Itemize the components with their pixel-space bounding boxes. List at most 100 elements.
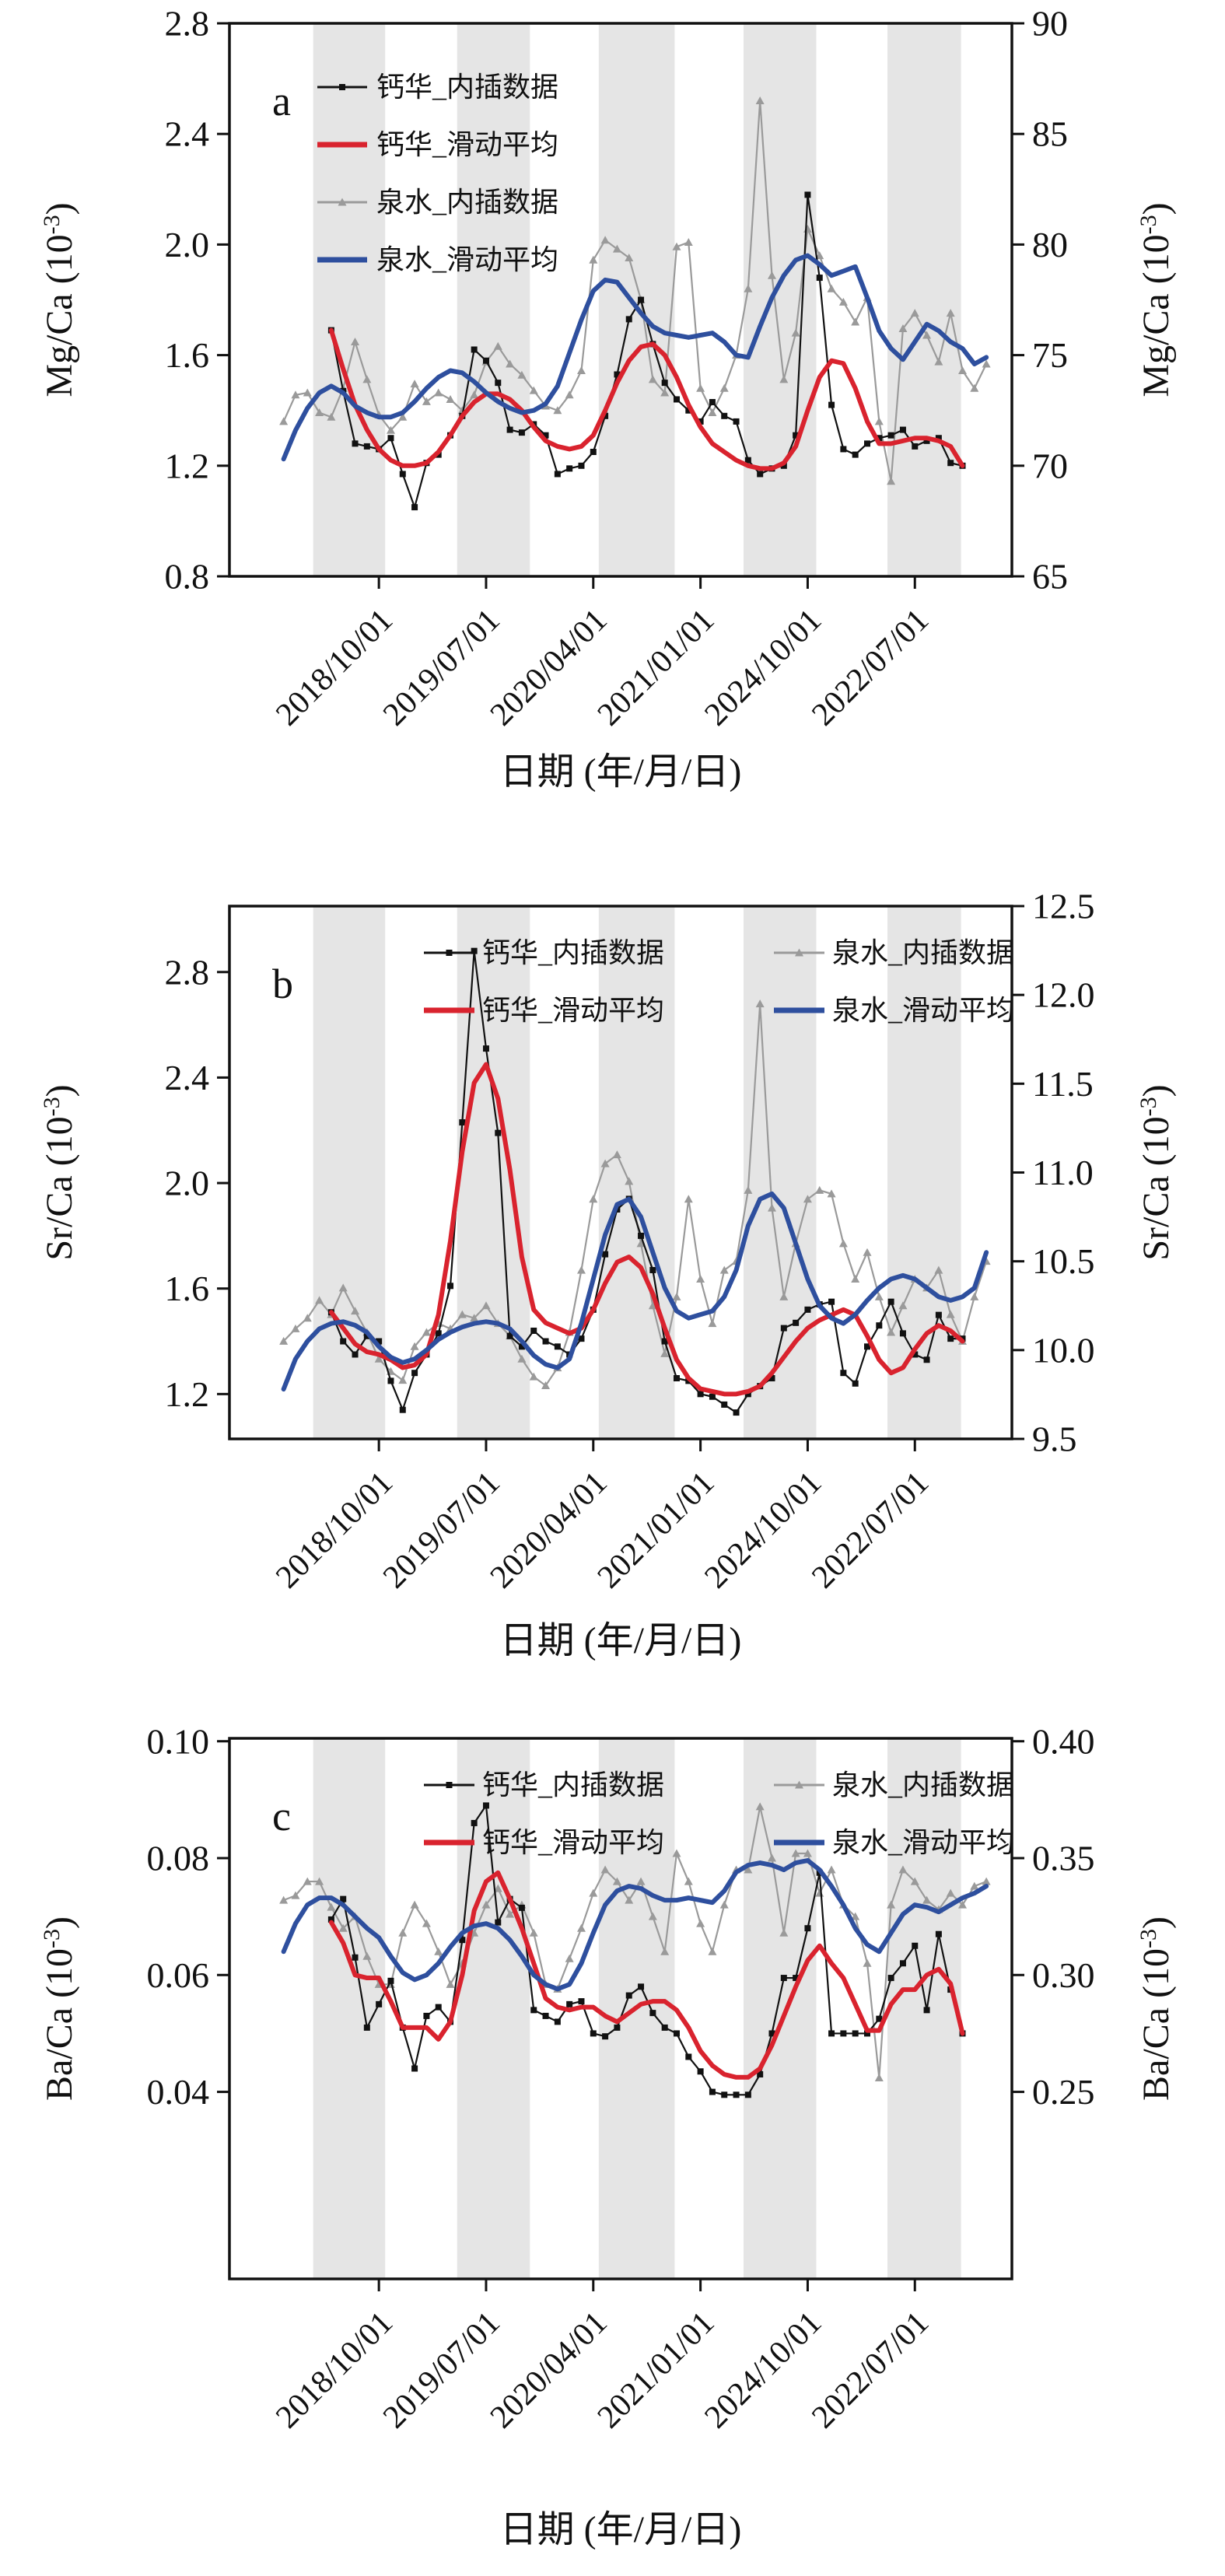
x-tick-label-group: 2024/10/01 [698,2305,828,2435]
y-tick-label-left: 0.06 [147,1955,210,1995]
square-marker [804,191,811,198]
square-marker [638,1232,645,1239]
square-marker [685,407,692,414]
triangle-marker [779,375,789,383]
square-marker [709,1393,716,1400]
triangle-marker [684,1877,693,1885]
y-tick-label-left: 1.2 [165,1374,210,1414]
square-marker [530,1327,537,1334]
square-marker [518,1904,525,1911]
triangle-marker [803,1849,812,1857]
square-marker [804,1306,811,1313]
y-tick-label-right: 90 [1032,4,1068,44]
triangle-marker [434,1947,443,1955]
y-tick-label-right: 0.25 [1032,2072,1095,2112]
square-marker [912,1351,919,1358]
x-tick-label-group: 2022/07/01 [805,1465,936,1595]
y-tick-label-left: 0.04 [147,2072,210,2112]
triangle-marker [934,1265,943,1274]
triangle-marker [279,1336,289,1345]
triangle-marker [755,1802,765,1811]
square-marker [387,1377,394,1384]
legend-label: 钙华_内插数据 [482,937,664,968]
square-marker [887,432,894,439]
legend-label: 钙华_内插数据 [482,1769,664,1801]
square-marker [340,1895,347,1902]
square-marker [578,462,585,469]
y-tick-label-left: 1.6 [165,1269,210,1308]
x-tick-label-group: 2018/10/01 [269,2305,400,2435]
right-axis-title: Sr/Ca (10-3) [1136,1084,1177,1260]
y-tick-label-right: 9.5 [1032,1419,1077,1459]
triangle-marker [470,390,479,399]
square-marker [721,2091,728,2098]
square-marker [793,1319,800,1326]
square-marker [912,443,919,450]
y-tick-label-left: 0.8 [165,557,210,597]
square-marker [721,412,728,419]
x-tick-label-group: 2020/04/01 [484,1465,614,1595]
triangle-marker [982,359,991,368]
square-marker [530,2007,537,2014]
y-tick-label-left: 2.0 [165,1164,210,1203]
triangle-marker [791,1849,800,1857]
triangle-marker [922,331,932,339]
series-spring_ma [281,1858,989,1992]
x-tick-label: 2020/04/01 [484,602,614,733]
x-tick-label-group: 2018/10/01 [269,602,400,733]
panel-a: 0.8 1.2 1.6 2.0 2.4 2.8 65 70 75 80 85 90 2018/10/01… [39,4,1177,793]
triangle-marker [327,1902,336,1911]
square-marker [673,396,680,403]
y-tick-label-right: 85 [1032,114,1068,154]
square-marker [852,451,859,458]
triangle-marker [744,284,753,292]
square-marker [721,1401,728,1408]
triangle-marker [803,1195,812,1203]
triangle-marker [422,1919,431,1927]
triangle-marker [589,1195,598,1203]
season-stripe [743,23,817,576]
x-tick-label-group: 2021/01/01 [591,602,722,733]
square-marker [614,2024,621,2031]
x-tick-label: 2021/01/01 [591,2305,722,2435]
triangle-marker [493,1884,502,1892]
y-tick-label-left: 2.8 [165,952,210,992]
square-marker [566,2000,573,2007]
x-tick-label: 2020/04/01 [484,1465,614,1595]
x-tick-label-group: 2019/07/01 [376,602,507,733]
legend-label: 泉水_内插数据 [376,187,558,218]
triangle-marker [506,1909,515,1918]
square-marker [554,471,561,478]
triangle-marker [636,1239,646,1248]
square-marker [649,2010,656,2017]
triangle-marker [970,383,979,392]
square-marker [625,316,632,323]
triangle-marker [910,1877,919,1885]
triangle-marker [625,1895,634,1904]
plot-box [228,22,1013,578]
square-marker [828,1298,835,1305]
square-marker [793,1975,800,1982]
square-marker [625,1992,632,1999]
triangle-marker [887,1900,896,1909]
triangle-marker [851,317,860,326]
square-marker [471,947,478,954]
square-marker [578,1335,585,1342]
legend-label: 泉水_滑动平均 [832,995,1014,1026]
left-axis-title: Sr/Ca (10-3) [39,1084,80,1260]
triangle-marker [744,1185,753,1194]
triangle-marker [970,1881,979,1890]
y-tick-label-left: 2.4 [165,114,210,154]
triangle-marker [898,324,908,332]
triangle-marker [863,1958,872,1967]
triangle-marker [362,1951,372,1960]
x-tick-label: 2018/10/01 [269,602,400,733]
triangle-marker [327,412,336,421]
triangle-marker [446,394,455,403]
triangle-marker [576,1923,586,1932]
triangle-marker [481,1301,491,1310]
triangle-marker [838,297,848,306]
triangle-marker [958,1900,968,1909]
square-marker [733,1409,740,1416]
